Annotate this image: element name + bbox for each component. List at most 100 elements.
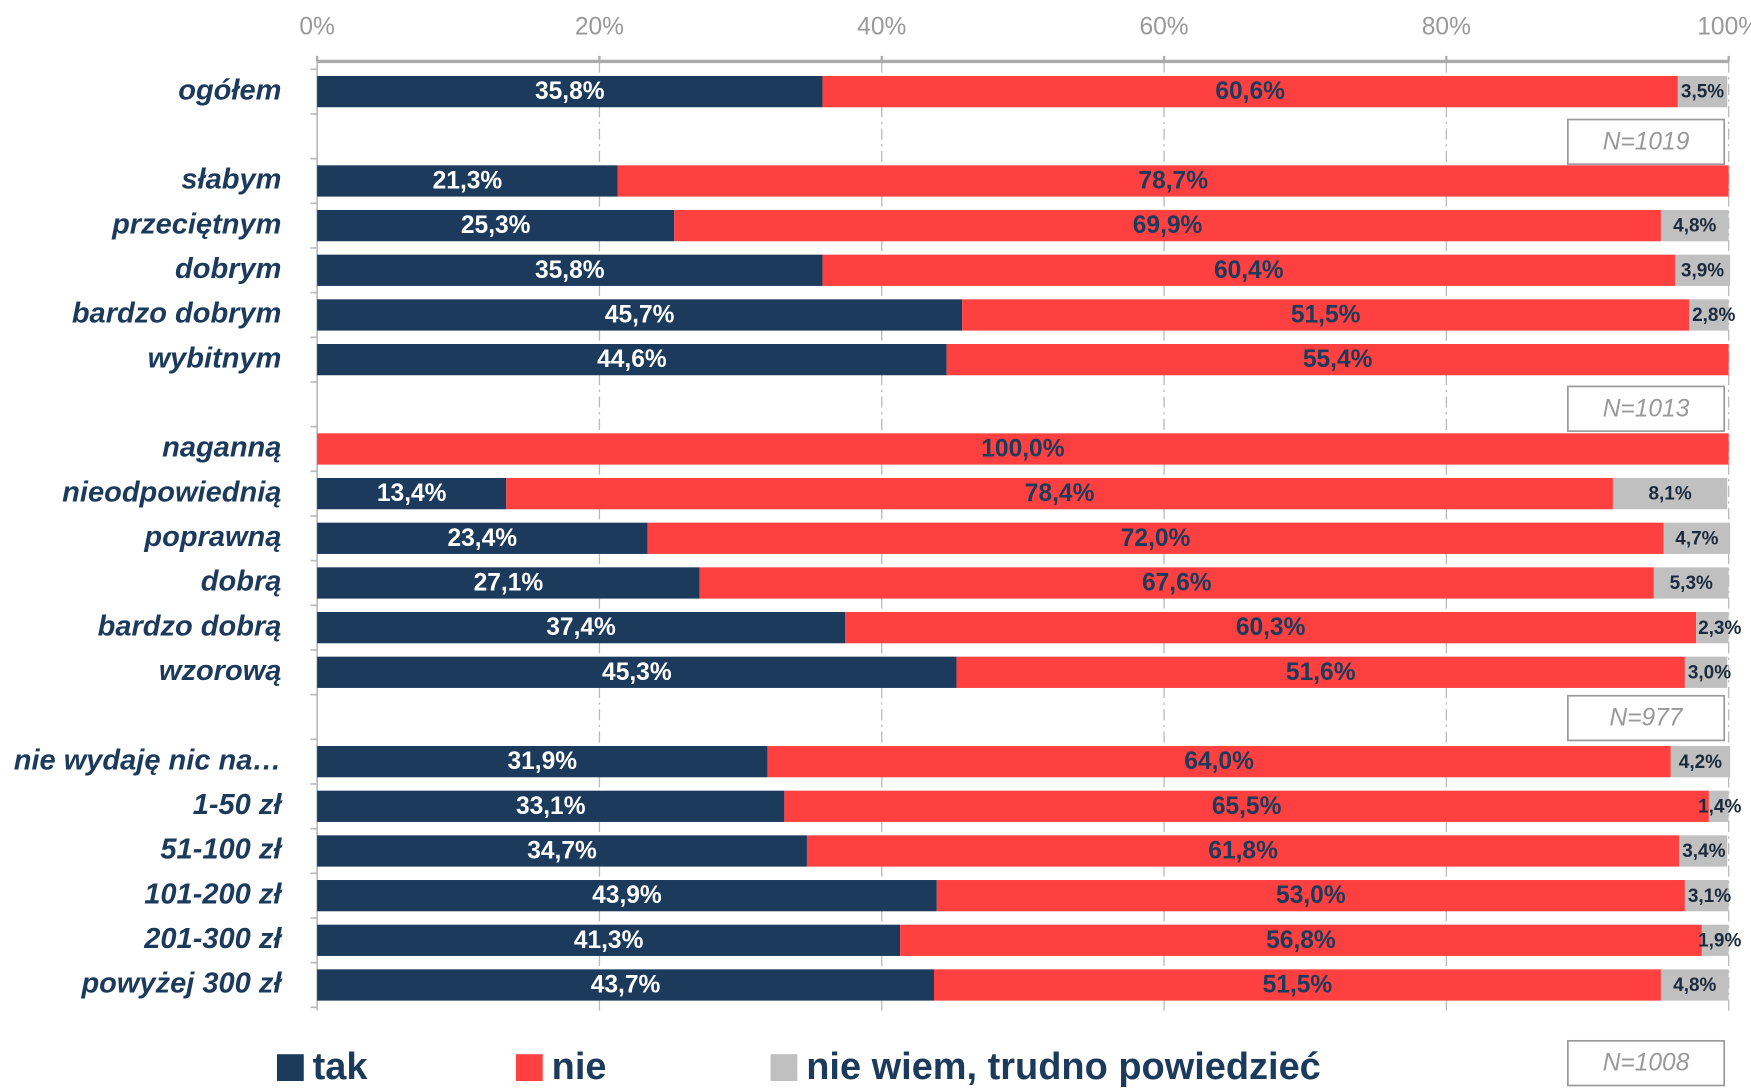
data-label: 67,6% — [1142, 570, 1212, 597]
bar-segment — [900, 924, 1702, 956]
bar-segment — [317, 746, 768, 778]
data-label: 45,3% — [602, 659, 672, 686]
data-label: 13,4% — [377, 480, 447, 507]
data-label: 3,1% — [1688, 886, 1731, 907]
bar-segment — [1701, 924, 1729, 956]
annotation-box — [1567, 385, 1726, 432]
legend-label: nie — [552, 1046, 607, 1088]
bar-segment — [1689, 299, 1729, 331]
category-label: dobrą — [201, 566, 282, 598]
bar-segment — [699, 567, 1654, 599]
data-label: 33,1% — [516, 793, 586, 820]
category-label: przeciętnym — [111, 208, 281, 240]
bar-segment — [1684, 880, 1729, 912]
bar-segment — [317, 567, 700, 599]
data-label: 51,5% — [1291, 302, 1361, 329]
data-label: 8,1% — [1648, 484, 1691, 505]
category-label: powyżej 300 zł — [80, 968, 283, 1000]
data-label: 41,3% — [574, 927, 644, 954]
category-label: 201-300 zł — [143, 923, 283, 955]
data-label: 44,6% — [597, 346, 667, 373]
data-label: 60,3% — [1236, 614, 1306, 641]
annotation: N=1008 — [1603, 1050, 1690, 1077]
bar-segment — [317, 165, 618, 197]
data-label: 35,8% — [535, 78, 605, 105]
x-tick-label: 60% — [1139, 13, 1188, 40]
data-label: 72,0% — [1121, 525, 1191, 552]
bar-segment — [822, 75, 1678, 108]
data-label: 4,8% — [1673, 975, 1716, 996]
annotation-box — [1567, 118, 1726, 166]
bar-segment — [1679, 835, 1728, 867]
data-label: 51,6% — [1286, 659, 1356, 686]
bar-segment — [317, 522, 648, 554]
data-label: 2,3% — [1698, 618, 1741, 639]
category-label: nie wydaję nic na… — [14, 744, 282, 776]
bar-segment — [317, 299, 963, 331]
bar-segment — [1612, 477, 1728, 510]
bar-segment — [317, 433, 1729, 465]
bar-segment — [317, 880, 937, 912]
bar-segment — [317, 477, 507, 510]
data-label: 60,6% — [1215, 78, 1285, 105]
bar-segment — [767, 746, 1671, 778]
bar-segment — [933, 969, 1661, 1001]
bar-segment — [647, 522, 1664, 554]
data-label: 4,7% — [1675, 528, 1718, 549]
bar-segment — [962, 299, 1690, 331]
bar-segment — [845, 612, 1697, 644]
bar-segment — [1684, 656, 1728, 688]
data-label: 55,4% — [1303, 346, 1373, 373]
data-label: 45,7% — [605, 302, 675, 329]
legend-label: nie wiem, trudno powiedzieć — [806, 1046, 1321, 1088]
legend-swatch — [515, 1054, 543, 1082]
data-label: 4,2% — [1679, 752, 1722, 773]
data-label: 69,9% — [1133, 212, 1203, 239]
data-label: 3,9% — [1681, 260, 1724, 281]
bar-segment — [936, 880, 1685, 912]
x-tick-label: 20% — [575, 13, 624, 40]
data-label: 64,0% — [1184, 748, 1254, 775]
data-label: 78,4% — [1025, 480, 1095, 507]
bar-segment — [1675, 254, 1731, 286]
x-tick-label: 40% — [857, 13, 906, 40]
bar-segment — [1696, 612, 1729, 644]
data-label: 56,8% — [1266, 927, 1336, 954]
data-label: 61,8% — [1208, 838, 1278, 865]
data-label: 27,1% — [474, 570, 544, 597]
bar-segment — [317, 790, 785, 822]
annotation: N=1013 — [1603, 395, 1690, 422]
data-label: 2,8% — [1692, 305, 1735, 326]
bar-segment — [317, 612, 846, 644]
category-label: nieodpowiednią — [62, 476, 281, 508]
bar-segment — [674, 209, 1661, 242]
bar-segment — [317, 969, 934, 1001]
bar-segment — [317, 924, 901, 956]
bar-segment — [1663, 522, 1731, 554]
category-label: bardzo dobrym — [72, 298, 282, 330]
bar-segment — [1708, 790, 1729, 822]
data-label: 3,4% — [1682, 841, 1725, 862]
annotation-box — [1567, 694, 1726, 742]
bar-segment — [317, 835, 807, 867]
annotation: N=1019 — [1603, 128, 1690, 155]
bar-segment — [1660, 969, 1729, 1001]
category-label: słabym — [181, 164, 281, 196]
data-label: 60,4% — [1214, 257, 1284, 284]
data-label: 43,9% — [592, 882, 662, 909]
data-label: 3,0% — [1688, 662, 1731, 683]
bar-segment — [317, 209, 675, 242]
data-label: 3,5% — [1681, 82, 1724, 103]
data-label: 4,8% — [1673, 216, 1716, 237]
x-tick-label: 80% — [1422, 13, 1471, 40]
data-label: 21,3% — [433, 168, 503, 195]
category-label: naganną — [162, 432, 281, 464]
data-label: 25,3% — [461, 212, 531, 239]
data-label: 100,0% — [981, 436, 1064, 463]
data-label: 1,9% — [1698, 930, 1741, 951]
category-label: dobrym — [175, 253, 281, 285]
data-label: 34,7% — [527, 838, 597, 865]
bar-segment — [617, 165, 1729, 197]
bar-segment — [1660, 209, 1729, 242]
